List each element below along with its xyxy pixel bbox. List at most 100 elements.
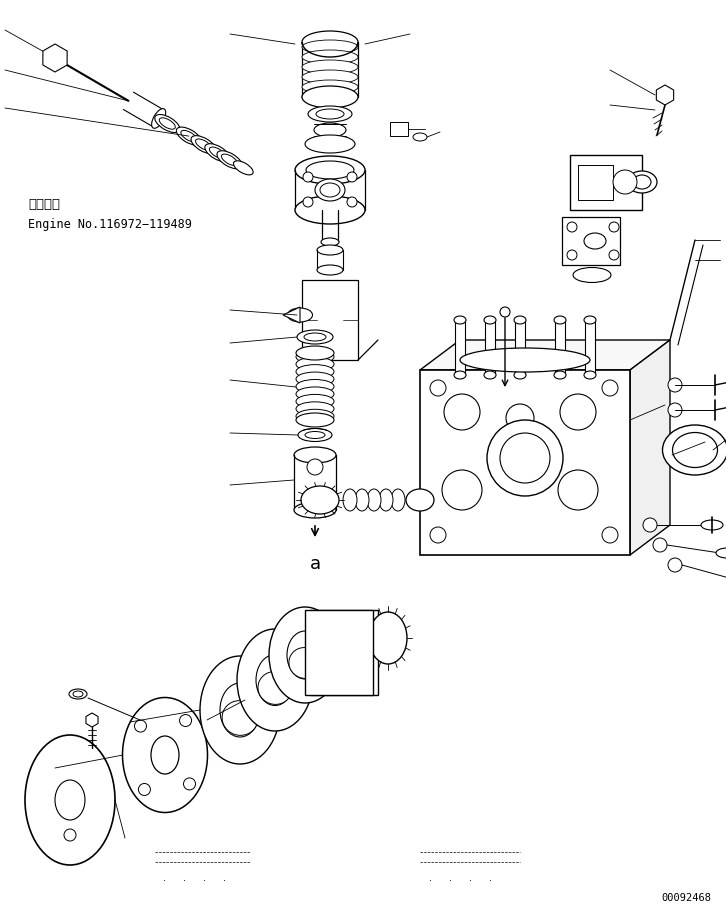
Text: .: . bbox=[163, 873, 166, 883]
Ellipse shape bbox=[321, 238, 339, 246]
Ellipse shape bbox=[123, 697, 208, 813]
Ellipse shape bbox=[627, 171, 657, 193]
Ellipse shape bbox=[302, 60, 358, 74]
Ellipse shape bbox=[343, 489, 357, 511]
Circle shape bbox=[558, 470, 598, 510]
Ellipse shape bbox=[296, 372, 334, 386]
Ellipse shape bbox=[406, 489, 434, 511]
Ellipse shape bbox=[554, 316, 566, 324]
Circle shape bbox=[360, 677, 370, 687]
Ellipse shape bbox=[716, 548, 726, 558]
Ellipse shape bbox=[302, 31, 358, 53]
Circle shape bbox=[360, 617, 370, 627]
Ellipse shape bbox=[302, 90, 358, 104]
Bar bbox=[455, 320, 465, 375]
Ellipse shape bbox=[302, 86, 358, 108]
Circle shape bbox=[668, 378, 682, 392]
Ellipse shape bbox=[258, 672, 292, 705]
Bar bbox=[302, 280, 358, 360]
Ellipse shape bbox=[296, 409, 334, 424]
Ellipse shape bbox=[701, 520, 723, 530]
Ellipse shape bbox=[454, 316, 466, 324]
Circle shape bbox=[347, 172, 357, 182]
Ellipse shape bbox=[391, 489, 405, 511]
Circle shape bbox=[303, 197, 313, 207]
Ellipse shape bbox=[296, 357, 334, 371]
Ellipse shape bbox=[256, 654, 294, 705]
Text: 適用号機: 適用号機 bbox=[28, 198, 60, 211]
Circle shape bbox=[506, 404, 534, 432]
Circle shape bbox=[444, 394, 480, 430]
Circle shape bbox=[487, 420, 563, 496]
Ellipse shape bbox=[304, 333, 326, 341]
Text: .: . bbox=[489, 873, 492, 883]
Ellipse shape bbox=[297, 330, 333, 344]
Circle shape bbox=[500, 307, 510, 317]
Bar bbox=[305, 610, 373, 695]
Ellipse shape bbox=[305, 135, 355, 153]
Ellipse shape bbox=[296, 394, 334, 408]
Ellipse shape bbox=[317, 245, 343, 255]
Ellipse shape bbox=[663, 425, 726, 475]
Circle shape bbox=[567, 250, 577, 260]
Ellipse shape bbox=[484, 316, 496, 324]
Ellipse shape bbox=[155, 114, 180, 133]
Text: .: . bbox=[184, 873, 187, 883]
Ellipse shape bbox=[306, 161, 354, 179]
Ellipse shape bbox=[73, 691, 83, 697]
Ellipse shape bbox=[413, 133, 427, 141]
Bar bbox=[485, 320, 495, 375]
Bar bbox=[310, 610, 378, 695]
Ellipse shape bbox=[289, 648, 321, 678]
Ellipse shape bbox=[222, 701, 258, 736]
Bar bbox=[578, 165, 613, 200]
Ellipse shape bbox=[195, 139, 211, 150]
Ellipse shape bbox=[295, 196, 365, 224]
Ellipse shape bbox=[181, 131, 197, 142]
Ellipse shape bbox=[355, 489, 369, 511]
Ellipse shape bbox=[484, 371, 496, 379]
Ellipse shape bbox=[209, 147, 225, 158]
Ellipse shape bbox=[294, 447, 336, 463]
Circle shape bbox=[134, 720, 147, 732]
Ellipse shape bbox=[302, 70, 358, 84]
Ellipse shape bbox=[633, 175, 651, 189]
Polygon shape bbox=[630, 340, 670, 555]
Text: 00092468: 00092468 bbox=[661, 893, 711, 903]
Ellipse shape bbox=[234, 161, 253, 175]
Bar bbox=[420, 370, 630, 555]
Ellipse shape bbox=[302, 80, 358, 94]
Ellipse shape bbox=[573, 267, 611, 283]
Text: .: . bbox=[224, 873, 227, 883]
Ellipse shape bbox=[296, 402, 334, 415]
Ellipse shape bbox=[217, 151, 242, 168]
Ellipse shape bbox=[152, 109, 166, 128]
Text: .: . bbox=[428, 873, 431, 883]
Ellipse shape bbox=[287, 631, 323, 679]
Circle shape bbox=[613, 170, 637, 194]
Ellipse shape bbox=[296, 364, 334, 379]
Ellipse shape bbox=[315, 179, 345, 201]
Ellipse shape bbox=[295, 156, 365, 184]
Ellipse shape bbox=[298, 428, 332, 442]
Ellipse shape bbox=[159, 118, 175, 129]
Circle shape bbox=[303, 172, 313, 182]
Ellipse shape bbox=[672, 433, 717, 468]
Circle shape bbox=[560, 394, 596, 430]
Circle shape bbox=[567, 222, 577, 232]
Ellipse shape bbox=[308, 106, 352, 122]
Ellipse shape bbox=[367, 489, 381, 511]
Text: .: . bbox=[203, 873, 206, 883]
Ellipse shape bbox=[25, 735, 115, 865]
Ellipse shape bbox=[584, 316, 596, 324]
Polygon shape bbox=[43, 44, 68, 72]
Circle shape bbox=[602, 527, 618, 543]
Ellipse shape bbox=[55, 780, 85, 820]
Circle shape bbox=[668, 558, 682, 572]
Bar bbox=[390, 122, 408, 136]
Ellipse shape bbox=[221, 154, 237, 166]
Polygon shape bbox=[283, 307, 300, 323]
Circle shape bbox=[668, 403, 682, 417]
Bar bbox=[570, 155, 642, 210]
Circle shape bbox=[179, 715, 192, 727]
